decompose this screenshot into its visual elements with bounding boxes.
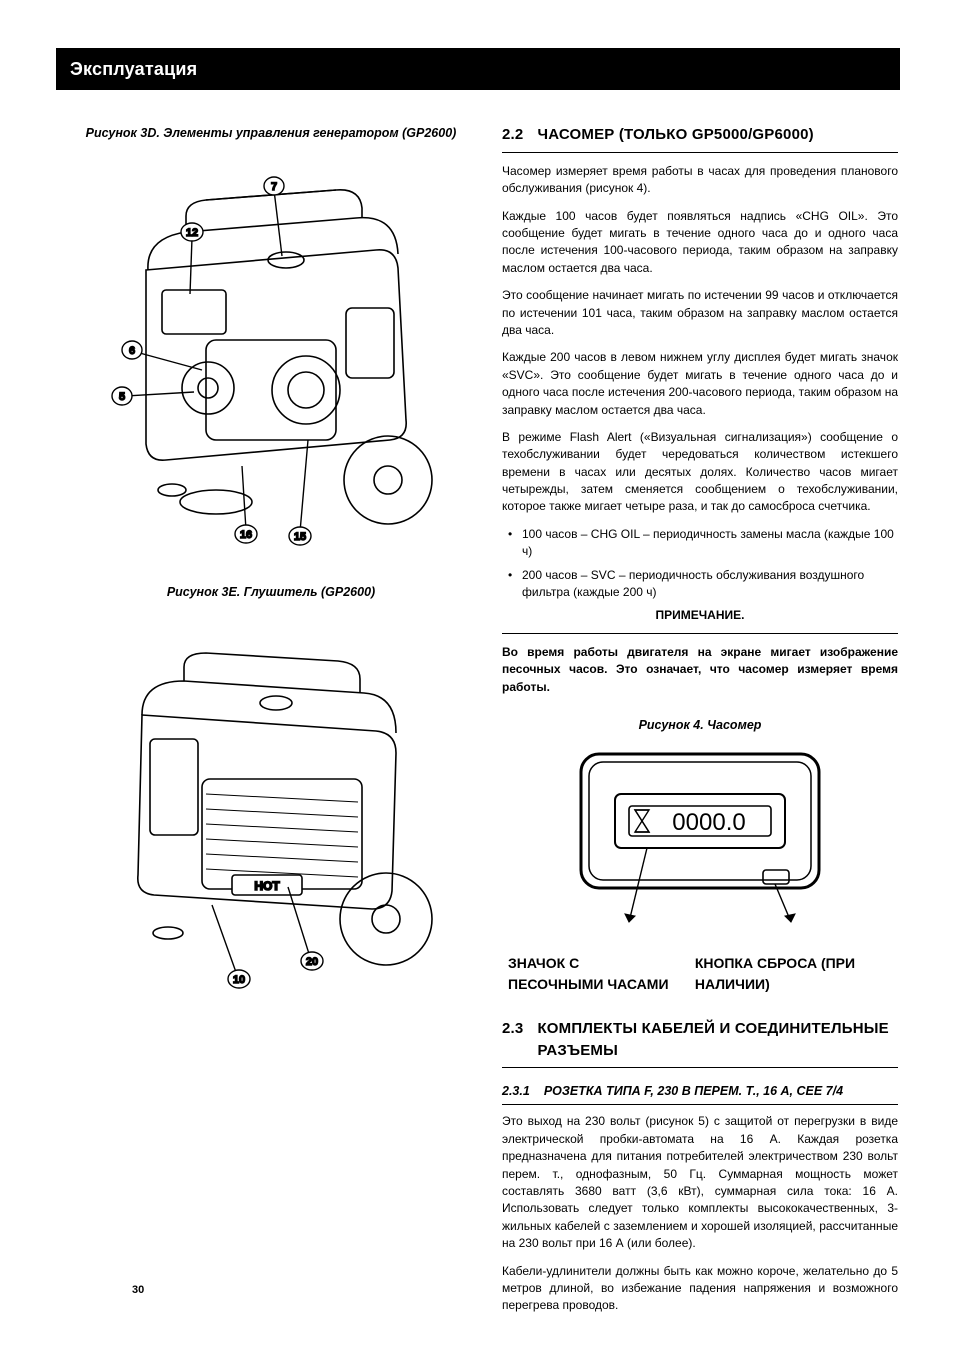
- paragraph: Это выход на 230 вольт (рисунок 5) с защ…: [502, 1113, 898, 1252]
- hourmeter-right-label: КНОПКА СБРОСА (ПРИ НАЛИЧИИ): [695, 953, 892, 994]
- rule: [502, 152, 898, 153]
- left-column: Рисунок 3D. Элементы управления генерато…: [76, 124, 466, 1325]
- hourmeter-display: 0000.0: [672, 809, 745, 836]
- svg-text:16: 16: [240, 529, 252, 541]
- svg-text:HOT: HOT: [254, 879, 280, 893]
- section-header-title: Эксплуатация: [70, 56, 886, 82]
- right-column: 2.2 ЧАСОМЕР (ТОЛЬКО GP5000/GP6000) Часом…: [502, 124, 898, 1325]
- paragraph: Кабели-удлинители должны быть как можно …: [502, 1263, 898, 1315]
- note-text: Во время работы двигателя на экране мига…: [502, 644, 898, 696]
- section-2-2-heading: 2.2 ЧАСОМЕР (ТОЛЬКО GP5000/GP6000): [502, 124, 898, 146]
- section-2-3-heading: 2.3 КОМПЛЕКТЫ КАБЕЛЕЙ И СОЕДИНИТЕЛЬНЫЕ Р…: [502, 1018, 898, 1062]
- bullet-list: 100 часов – CHG OIL – периодичность заме…: [502, 526, 898, 602]
- figure-3e-caption: Рисунок 3E. Глушитель (GP2600): [76, 583, 466, 601]
- paragraph: Это сообщение начинает мигать по истечен…: [502, 287, 898, 339]
- section-header-bar: Эксплуатация: [56, 48, 900, 90]
- hourmeter-labels: ЗНАЧОК С ПЕСОЧНЫМИ ЧАСАМИ КНОПКА СБРОСА …: [502, 953, 898, 994]
- figure-4-hourmeter: 0000.0: [575, 748, 825, 943]
- rule: [502, 633, 898, 634]
- svg-text:10: 10: [233, 974, 245, 986]
- svg-text:5: 5: [119, 391, 125, 403]
- svg-text:15: 15: [294, 531, 306, 543]
- figure-3d-diagram: 7 12 6 5 16 15: [76, 160, 466, 555]
- page-number: 30: [132, 1283, 144, 1299]
- paragraph: Часомер измеряет время работы в часах дл…: [502, 163, 898, 198]
- subsection-title: РОЗЕТКА ТИПА F, 230 В ПЕРЕМ. Т., 16 А, C…: [544, 1082, 843, 1100]
- paragraph: Каждые 100 часов будет появляться надпис…: [502, 208, 898, 278]
- section-title: КОМПЛЕКТЫ КАБЕЛЕЙ И СОЕДИНИТЕЛЬНЫЕ РАЗЪЕ…: [537, 1018, 898, 1062]
- rule: [502, 1104, 898, 1105]
- rule: [502, 1067, 898, 1068]
- subsection-number: 2.3.1: [502, 1082, 530, 1100]
- svg-text:20: 20: [306, 956, 318, 968]
- section-number: 2.2: [502, 124, 523, 146]
- figure-3e-diagram: HOT 10 20: [76, 619, 466, 1004]
- svg-text:6: 6: [129, 345, 135, 357]
- section-title: ЧАСОМЕР (ТОЛЬКО GP5000/GP6000): [537, 124, 898, 146]
- svg-text:12: 12: [186, 227, 198, 239]
- paragraph: В режиме Flash Alert («Визуальная сигнал…: [502, 429, 898, 516]
- svg-text:7: 7: [271, 181, 277, 193]
- bullet-item: 100 часов – CHG OIL – периодичность заме…: [502, 526, 898, 561]
- hourmeter-left-label: ЗНАЧОК С ПЕСОЧНЫМИ ЧАСАМИ: [508, 953, 675, 994]
- section-number: 2.3: [502, 1018, 523, 1062]
- bullet-item: 200 часов – SVC – периодичность обслужив…: [502, 567, 898, 602]
- section-2-3-1-heading: 2.3.1 РОЗЕТКА ТИПА F, 230 В ПЕРЕМ. Т., 1…: [502, 1082, 898, 1100]
- figure-3d-caption: Рисунок 3D. Элементы управления генерато…: [76, 124, 466, 142]
- figure-4-caption: Рисунок 4. Часомер: [502, 716, 898, 734]
- note-label: ПРИМЕЧАНИЕ.: [502, 607, 898, 624]
- paragraph: Каждые 200 часов в левом нижнем углу дис…: [502, 349, 898, 419]
